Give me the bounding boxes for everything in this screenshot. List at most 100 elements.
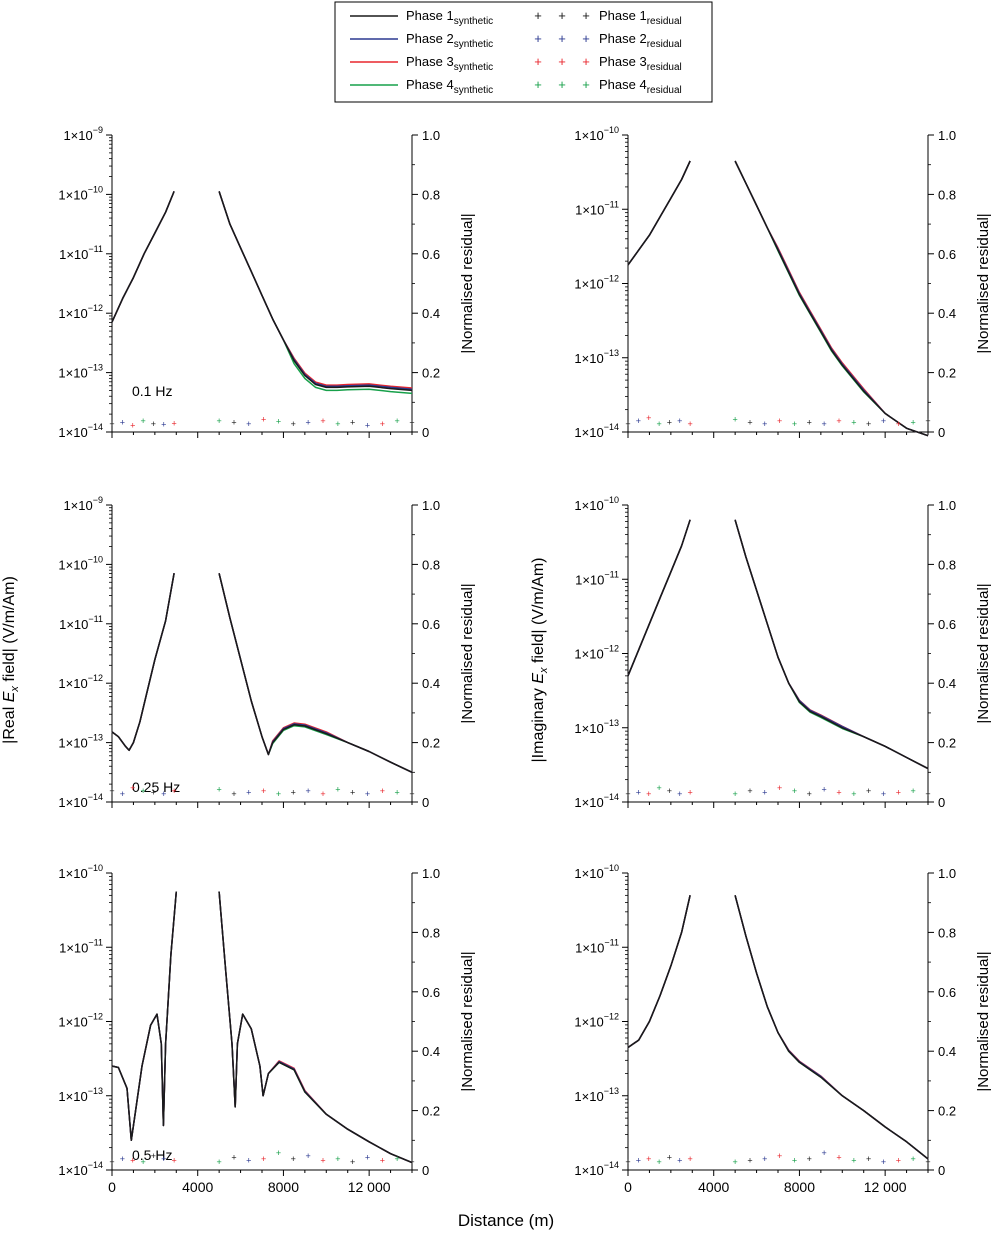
x-tick-label: 12 000: [864, 1179, 907, 1195]
legend-marker-residual: +: [582, 31, 590, 46]
legend: Phase 1synthetic Phase 2synthetic Phase 3s…: [334, 1, 713, 103]
y-tick-label: 1×10−12: [58, 673, 103, 691]
residual-marker: +: [291, 1154, 296, 1164]
y-tick-label: 1×10−12: [574, 274, 619, 292]
x-tick-label: 0: [624, 1179, 632, 1195]
series-line-phase-4: [627, 895, 691, 1049]
residual-marker: +: [320, 789, 325, 799]
series-line-phase-3: [627, 895, 691, 1049]
y-tick-label: 1×10−10: [574, 125, 619, 143]
right-ylabel: |Normalised residual|: [975, 951, 992, 1091]
series-line-phase-1: [218, 191, 413, 392]
legend-marker-residual: +: [534, 77, 542, 92]
residual-marker: +: [677, 789, 682, 799]
right-tick-label: 1.0: [422, 498, 440, 513]
y-tick-label: 1×10−13: [574, 348, 619, 366]
y-tick-label: 1×10−10: [574, 495, 619, 513]
residual-marker: +: [335, 1154, 340, 1164]
residual-marker: +: [822, 1148, 827, 1158]
residual-marker: +: [151, 419, 156, 429]
residual-marker: +: [807, 789, 812, 799]
right-tick-label: 0: [938, 425, 945, 440]
series-line-phase-2: [734, 160, 929, 437]
residual-marker: +: [130, 1156, 135, 1166]
right-tick-label: 0.6: [422, 985, 440, 1000]
y-tick-label: 1×10−14: [58, 1160, 103, 1178]
residual-marker: +: [365, 1153, 370, 1163]
series-line-phase-1: [627, 895, 691, 1049]
residual-marker: +: [881, 789, 886, 799]
right-tick-label: 0: [938, 795, 945, 810]
right-tick-label: 0.4: [938, 1044, 956, 1059]
residual-marker: +: [733, 415, 738, 425]
legend-label-synthetic: Phase 1synthetic: [406, 8, 493, 27]
residual-marker: +: [365, 789, 370, 799]
y-tick-label: 1×10−11: [59, 614, 103, 632]
residual-marker: +: [762, 419, 767, 429]
y-tick-label: 1×10−13: [58, 1086, 103, 1104]
panel-real-0.5Hz: 1×10−14 1×10−13 1×10−12 1×10−11 1×10−10 0 0.2 0…: [58, 863, 476, 1195]
residual-marker: +: [636, 788, 641, 798]
residual-marker: +: [836, 416, 841, 426]
right-ylabel: |Normalised residual|: [459, 213, 476, 353]
residual-marker: +: [688, 419, 693, 429]
residual-marker: +: [925, 789, 930, 799]
legend-label-residual: Phase 4residual: [599, 77, 682, 96]
series-line-phase-4: [218, 573, 413, 773]
residual-marker: +: [261, 786, 266, 796]
panel-imag-0.5Hz: 1×10−14 1×10−13 1×10−12 1×10−11 1×10−10 0 0.2 0…: [574, 863, 992, 1195]
residual-marker: +: [777, 1151, 782, 1161]
residual-marker: +: [851, 418, 856, 428]
y-tick-label: 1×10−12: [574, 644, 619, 662]
right-tick-label: 0.4: [422, 306, 440, 321]
residual-marker: +: [320, 1156, 325, 1166]
series-line-phase-4: [734, 519, 929, 770]
residual-marker: +: [172, 786, 177, 796]
residual-marker: +: [217, 1157, 222, 1167]
series-line-phase-1: [734, 160, 929, 437]
y-tick-label: 1×10−12: [574, 1012, 619, 1030]
residual-marker: +: [636, 1156, 641, 1166]
residual-marker: +: [231, 789, 236, 799]
residual-marker: +: [792, 419, 797, 429]
series-line-phase-4: [218, 891, 413, 1164]
right-tick-label: 0.8: [938, 557, 956, 572]
legend-label-residual: Phase 1residual: [599, 8, 682, 27]
right-tick-label: 1.0: [938, 866, 956, 881]
residual-marker: +: [140, 1157, 145, 1167]
residual-marker: +: [925, 1157, 930, 1167]
residual-marker: +: [667, 786, 672, 796]
series-line-phase-1: [627, 519, 691, 677]
y-tick-label: 1×10−10: [58, 184, 103, 202]
residual-marker: +: [409, 418, 414, 428]
panel-imag-0.1Hz: 1×10−14 1×10−13 1×10−12 1×10−11 1×10−10 0 0.2 0…: [574, 125, 992, 440]
legend-label-synthetic: Phase 4synthetic: [406, 77, 493, 96]
residual-marker: +: [656, 419, 661, 429]
right-ylabel: |Normalised residual|: [975, 213, 992, 353]
series-line-phase-3: [218, 191, 413, 389]
series-line-phase-3: [627, 160, 691, 266]
residual-marker: +: [276, 417, 281, 427]
y-tick-label: 1×10−14: [58, 792, 103, 810]
right-ylabel: |Normalised residual|: [975, 583, 992, 723]
residual-marker: +: [120, 1154, 125, 1164]
residual-marker: +: [246, 1156, 251, 1166]
series-line-phase-2: [734, 895, 929, 1160]
right-tick-label: 0.4: [938, 676, 956, 691]
residual-marker: +: [172, 418, 177, 428]
series-line-phase-3: [734, 160, 929, 437]
residual-marker: +: [109, 786, 114, 796]
y-tick-label: 1×10−11: [575, 199, 619, 217]
x-tick-label: 8000: [784, 1179, 815, 1195]
residual-marker: +: [677, 1156, 682, 1166]
residual-marker: +: [925, 416, 930, 426]
legend-marker-residual: +: [534, 31, 542, 46]
residual-marker: +: [762, 1154, 767, 1164]
residual-marker: +: [677, 416, 682, 426]
residual-marker: +: [246, 419, 251, 429]
residual-marker: +: [762, 788, 767, 798]
right-tick-label: 0.4: [938, 306, 956, 321]
residual-marker: +: [120, 418, 125, 428]
y-tick-label: 1×10−11: [59, 244, 103, 262]
